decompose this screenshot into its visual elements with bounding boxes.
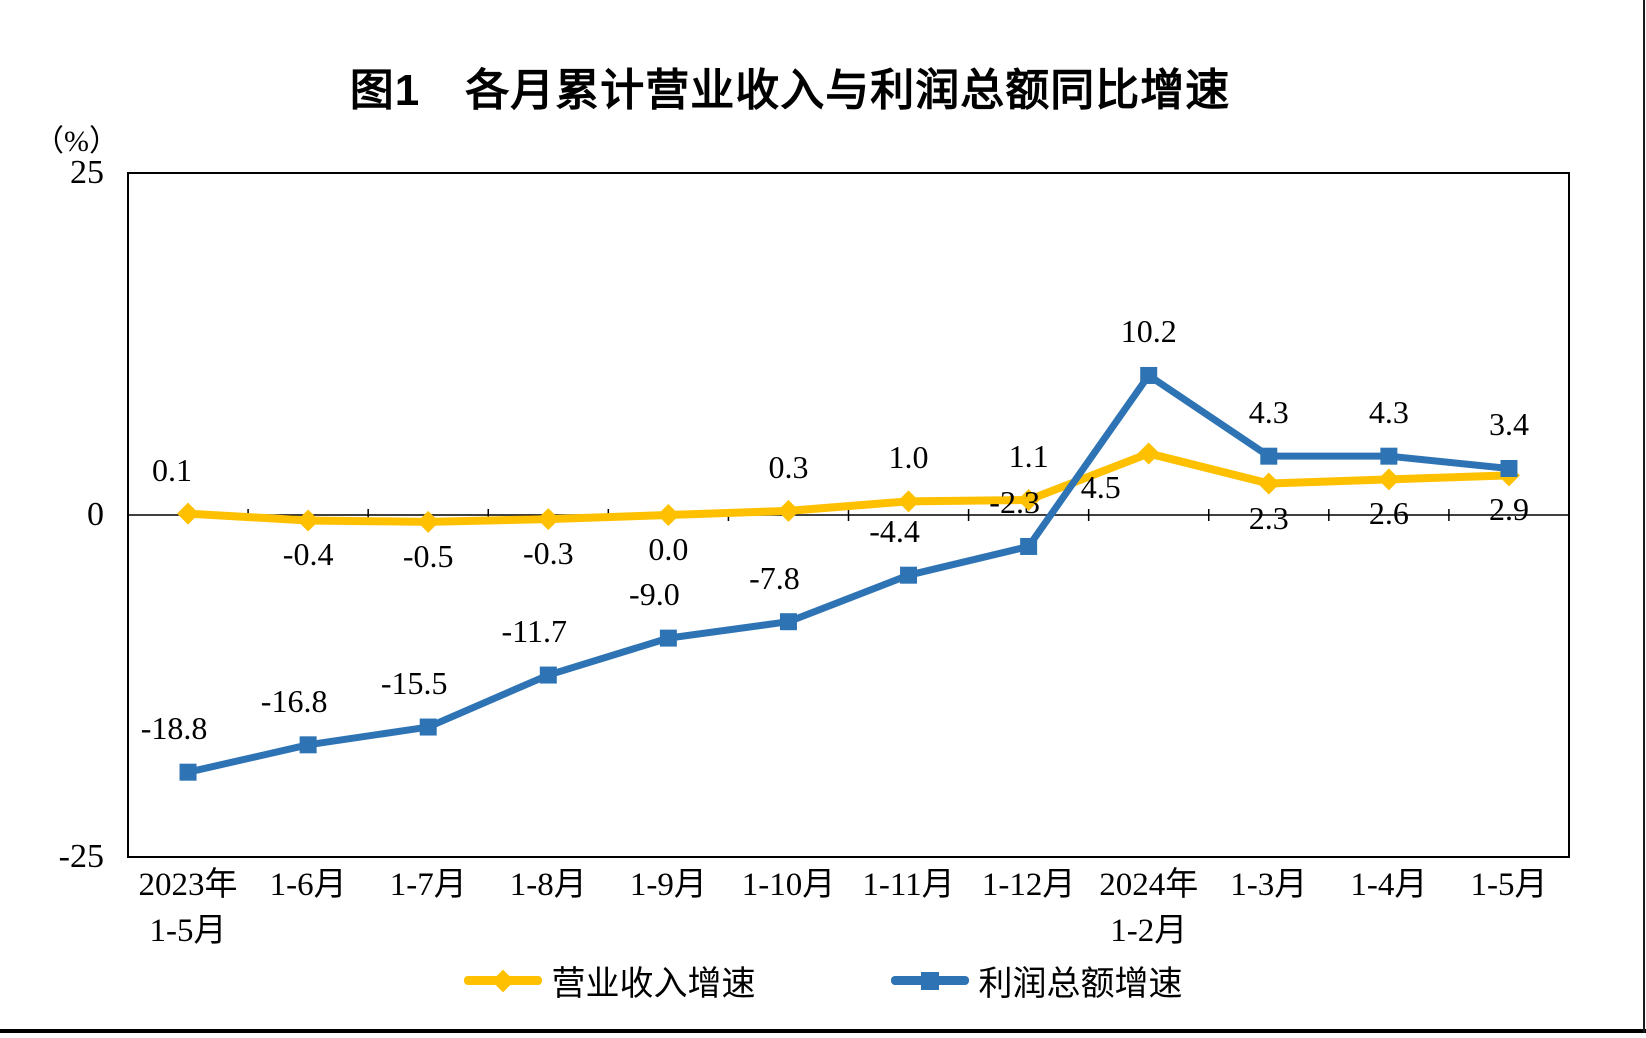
diamond-marker-icon xyxy=(777,499,800,522)
data-label: 4.5 xyxy=(1080,469,1121,506)
diamond-marker-icon xyxy=(1017,488,1040,511)
square-marker-icon xyxy=(920,971,939,990)
diamond-marker-icon xyxy=(657,504,680,526)
data-label: -11.7 xyxy=(501,613,568,650)
data-label: 4.3 xyxy=(1248,394,1289,431)
legend-line-square-icon xyxy=(890,971,969,990)
x-tick-label: 1-10月 xyxy=(741,867,836,903)
square-marker-icon xyxy=(900,566,918,584)
x-tick-label: 1-3月 xyxy=(1230,867,1308,903)
legend-line-diamond-icon xyxy=(463,969,542,992)
square-marker-icon xyxy=(1260,447,1278,465)
y-axis-unit-label: （%） xyxy=(34,125,119,158)
legend-label-revenue: 营业收入增速 xyxy=(551,966,756,1003)
bottom-divider-line xyxy=(0,1029,1646,1033)
chart-title: 图1 各月累计营业收入与利润总额同比增速 xyxy=(349,66,1231,115)
x-tick-label: 1-7月 xyxy=(389,867,467,903)
data-label: 1.0 xyxy=(888,439,929,476)
series-line-1 xyxy=(184,371,1513,776)
x-tick-label: 1-5月 xyxy=(1470,867,1548,903)
square-marker-icon xyxy=(1380,447,1398,465)
diamond-marker-icon xyxy=(177,502,200,525)
y-tick-label: 0 xyxy=(87,496,104,533)
data-label: 2.3 xyxy=(1248,499,1289,536)
square-marker-icon xyxy=(419,718,437,736)
data-label: -0.4 xyxy=(282,536,334,573)
data-label: -0.3 xyxy=(522,535,574,572)
legend-item-profit: 利润总额增速 xyxy=(890,956,1183,1005)
legend-label-profit: 利润总额增速 xyxy=(978,966,1183,1003)
diamond-marker-icon xyxy=(417,510,440,533)
data-label: 2.6 xyxy=(1368,495,1409,532)
square-marker-icon xyxy=(779,613,797,631)
square-marker-icon xyxy=(539,666,557,684)
x-tick-label: 1-9月 xyxy=(629,867,707,903)
square-marker-icon xyxy=(1500,459,1518,477)
legend-item-revenue: 营业收入增速 xyxy=(463,956,756,1005)
series-line-0 xyxy=(184,449,1513,526)
diamond-marker-icon xyxy=(297,509,320,532)
y-tick-label: -25 xyxy=(58,838,104,875)
y-tick-label: 25 xyxy=(70,154,104,191)
data-label: 0.3 xyxy=(768,448,809,485)
diamond-marker-icon xyxy=(1377,468,1400,491)
data-label: -18.8 xyxy=(140,710,208,747)
x-tick-label: 1-8月 xyxy=(509,867,587,903)
data-label: 10.2 xyxy=(1120,313,1177,350)
data-label: 4.3 xyxy=(1368,394,1409,431)
data-label: 0.1 xyxy=(152,451,193,488)
diamond-marker-icon xyxy=(1137,442,1160,465)
data-label: -4.4 xyxy=(869,513,920,550)
data-label: -16.8 xyxy=(260,682,328,719)
diamond-marker-icon xyxy=(491,969,514,992)
data-label: 0.0 xyxy=(648,531,689,567)
diamond-marker-icon xyxy=(1257,472,1280,495)
x-tick-label: 2023年 1-5月 xyxy=(138,867,238,949)
x-tick-label: 1-4月 xyxy=(1350,867,1428,903)
right-edge-line xyxy=(1643,0,1645,1033)
diamond-marker-icon xyxy=(897,490,920,513)
data-label: -0.5 xyxy=(402,537,454,574)
data-label: 2.9 xyxy=(1488,491,1529,528)
chart-legend: 营业收入增速 利润总额增速 xyxy=(0,956,1646,1005)
data-label: -15.5 xyxy=(380,665,448,702)
data-label: -9.0 xyxy=(629,576,680,613)
diamond-marker-icon xyxy=(537,508,560,531)
x-tick-label: 2024年 1-2月 xyxy=(1099,867,1199,949)
data-label: -2.3 xyxy=(989,484,1040,521)
square-marker-icon xyxy=(1020,537,1038,555)
square-marker-icon xyxy=(179,763,197,781)
x-tick-label: 1-12月 xyxy=(981,867,1076,903)
square-marker-icon xyxy=(299,736,317,754)
square-marker-icon xyxy=(659,629,677,647)
square-marker-icon xyxy=(1140,366,1158,384)
data-label: 3.4 xyxy=(1488,406,1529,443)
data-label: 1.1 xyxy=(1008,437,1049,474)
x-tick-label: 1-11月 xyxy=(862,867,955,903)
data-label: -7.8 xyxy=(749,559,800,596)
x-tick-label: 1-6月 xyxy=(269,867,347,903)
